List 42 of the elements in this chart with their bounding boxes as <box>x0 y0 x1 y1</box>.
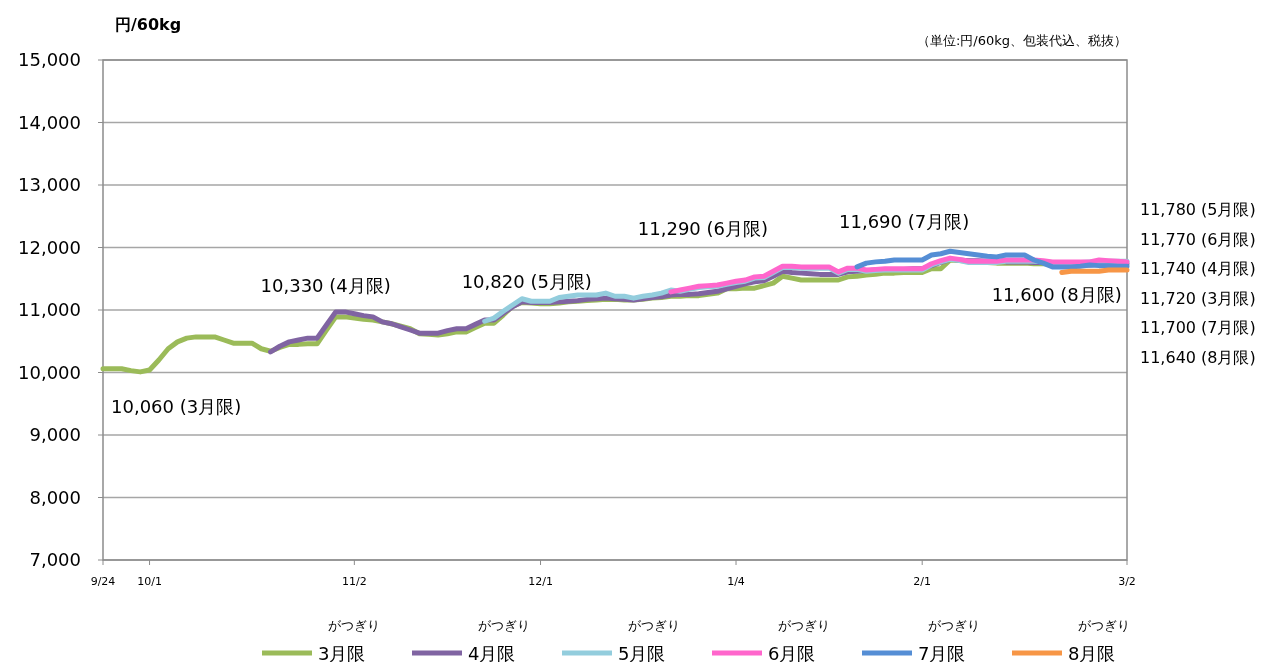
text: がつぎり <box>778 618 830 633</box>
x-tick-label: 12/1 <box>528 575 553 588</box>
text: がつぎり <box>628 618 680 633</box>
legend-label: 6月限 <box>768 643 816 662</box>
x-tick-label: 3/2 <box>1118 575 1136 588</box>
x-tick-label: 9/24 <box>90 575 116 588</box>
annotation: 10,060 (3月限) <box>111 395 242 417</box>
annotation: 10,820 (5月限) <box>461 271 592 293</box>
legend-label: 4月限 <box>468 643 516 662</box>
legend-label: 3月限 <box>318 643 366 662</box>
y-tick-label: 7,000 <box>29 549 81 571</box>
text: 11,700 (7月限) <box>1140 318 1256 337</box>
annotation: 11,690 (7月限) <box>839 210 970 232</box>
x-tick-label: 10/1 <box>137 575 162 588</box>
y-tick-label: 11,000 <box>18 299 81 321</box>
text: 11,720 (3月限) <box>1140 288 1256 308</box>
annotation: 10,330 (4月限) <box>260 274 391 296</box>
x-tick-label: 1/4 <box>727 575 745 588</box>
y-tick-label: 10,000 <box>18 361 81 383</box>
annotation: 11,600 (8月限) <box>991 283 1122 305</box>
text: がつぎり <box>478 618 530 633</box>
x-tick-label: 11/2 <box>341 575 367 588</box>
legend-label: 5月限 <box>618 643 666 662</box>
text: 11,770 (6月限) <box>1140 229 1256 249</box>
y-tick-label: 8,000 <box>29 486 81 508</box>
text: がつぎり <box>1078 618 1130 633</box>
y-tick-label: 9,000 <box>29 424 81 446</box>
x-tick-label: 2/1 <box>913 575 932 588</box>
legend-label: 7月限 <box>918 643 966 662</box>
y-tick-label: 14,000 <box>18 111 81 133</box>
text: がつぎり <box>328 618 380 633</box>
text: がつぎり <box>928 618 980 633</box>
y-tick-label: 13,000 <box>18 174 81 196</box>
y-tick-label: 12,000 <box>18 236 81 258</box>
text: 11,780 (5月限) <box>1140 200 1256 219</box>
text: （単位:円/60kg、包装代込、税抜） <box>916 33 1127 48</box>
text: 11,640 (8月限) <box>1140 347 1256 367</box>
text: 11,740 (4月限) <box>1140 259 1256 278</box>
y-axis-title: 円/60kg <box>115 15 182 34</box>
y-tick-label: 15,000 <box>18 49 81 71</box>
legend-label: 8月限 <box>1068 643 1116 662</box>
annotation: 11,290 (6月限) <box>637 217 769 239</box>
